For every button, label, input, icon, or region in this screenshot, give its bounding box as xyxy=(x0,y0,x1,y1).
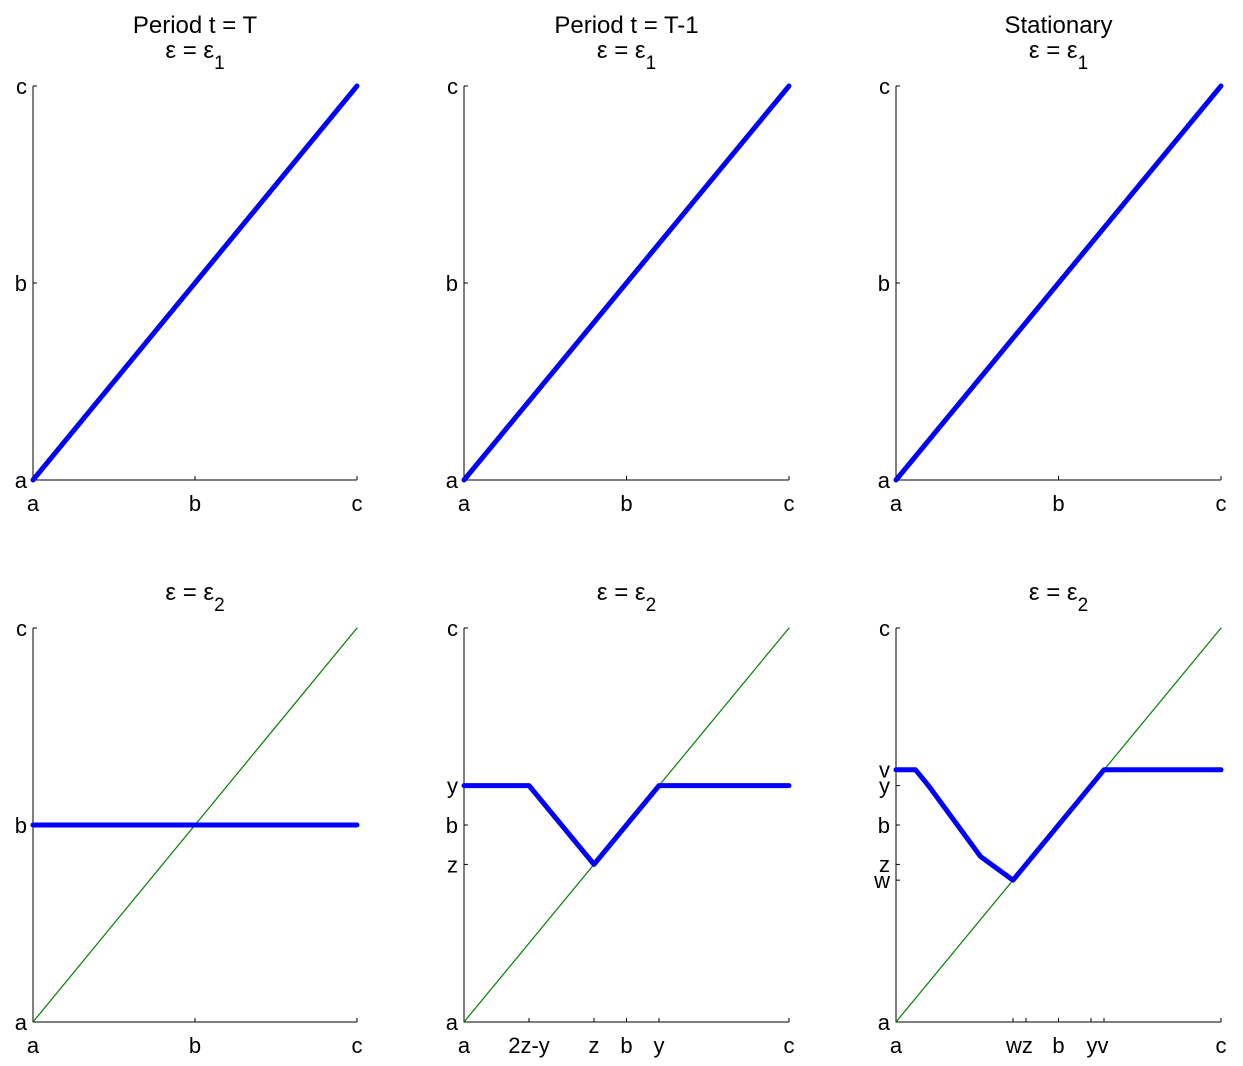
panel-subtitle: ε = ε2 xyxy=(597,579,656,616)
policy-line xyxy=(461,83,792,483)
panel-4: ε = ε2 a b c a b c xyxy=(15,579,363,1058)
panel-subtitle: ε = ε2 xyxy=(1029,579,1088,616)
x-tick-label: b xyxy=(189,1033,201,1058)
panel-subtitle: ε = ε2 xyxy=(165,579,224,616)
x-tick-label: b xyxy=(1052,1033,1064,1058)
y-tick-label: c xyxy=(16,616,27,641)
x-tick-label: y xyxy=(654,1033,665,1058)
y-tick-label: c xyxy=(447,74,458,99)
y-tick-label: v xyxy=(879,758,890,783)
y-tick-label: w xyxy=(873,868,890,893)
x-tick-label: a xyxy=(890,1033,903,1058)
y-tick-label: z xyxy=(879,852,890,877)
panel-title: Period t = T-1 xyxy=(554,12,698,39)
x-tick-label: a xyxy=(458,491,471,516)
y-tick-label: y xyxy=(447,774,458,799)
x-tick-label: z xyxy=(589,1033,600,1058)
y-tick-label: b xyxy=(878,271,890,296)
y-tick-label: a xyxy=(878,468,891,493)
y-tick-label: c xyxy=(879,74,890,99)
x-tick-label: yv xyxy=(1087,1033,1109,1058)
y-tick-label: b xyxy=(15,813,27,838)
y-tick-label: c xyxy=(879,616,890,641)
x-tick-label: c xyxy=(1216,491,1227,516)
x-tick-label: wz xyxy=(1005,1033,1033,1058)
y-tick-label: y xyxy=(879,774,890,799)
policy-line xyxy=(461,783,792,867)
y-tick-label: a xyxy=(15,468,28,493)
policy-line xyxy=(30,83,360,483)
policy-line xyxy=(893,83,1224,483)
x-tick-label: a xyxy=(458,1033,471,1058)
x-tick-label: c xyxy=(352,1033,363,1058)
x-tick-label: b xyxy=(620,491,632,516)
x-tick-label: a xyxy=(27,1033,40,1058)
x-tick-label: b xyxy=(189,491,201,516)
x-tick-label: 2z-y xyxy=(508,1033,550,1058)
policy-line xyxy=(893,767,1224,883)
x-tick-label: a xyxy=(27,491,40,516)
panel-1: Period t = Tε = ε1 a b c a b c xyxy=(15,12,363,516)
panel-title: Stationary xyxy=(1004,12,1112,39)
y-tick-label: c xyxy=(16,74,27,99)
y-tick-label: b xyxy=(15,271,27,296)
y-tick-label: a xyxy=(446,468,459,493)
panel-subtitle: ε = ε1 xyxy=(1029,37,1088,74)
y-tick-label: b xyxy=(446,271,458,296)
x-tick-label: a xyxy=(890,491,903,516)
y-tick-label: b xyxy=(446,813,458,838)
y-tick-label: a xyxy=(878,1010,891,1035)
x-tick-label: c xyxy=(352,491,363,516)
x-tick-label: c xyxy=(784,1033,795,1058)
panel-2: Period t = T-1ε = ε1 a b c a b c xyxy=(446,12,795,516)
y-tick-label: a xyxy=(446,1010,459,1035)
panel-subtitle: ε = ε1 xyxy=(165,37,224,74)
y-tick-label: a xyxy=(15,1010,28,1035)
x-tick-label: c xyxy=(1216,1033,1227,1058)
panel-subtitle: ε = ε1 xyxy=(597,37,656,74)
x-tick-label: c xyxy=(784,491,795,516)
x-tick-label: b xyxy=(1052,491,1064,516)
y-tick-label: z xyxy=(447,852,458,877)
x-tick-label: b xyxy=(620,1033,632,1058)
panel-title: Period t = T xyxy=(133,12,258,39)
y-tick-label: b xyxy=(878,813,890,838)
y-tick-label: c xyxy=(447,616,458,641)
